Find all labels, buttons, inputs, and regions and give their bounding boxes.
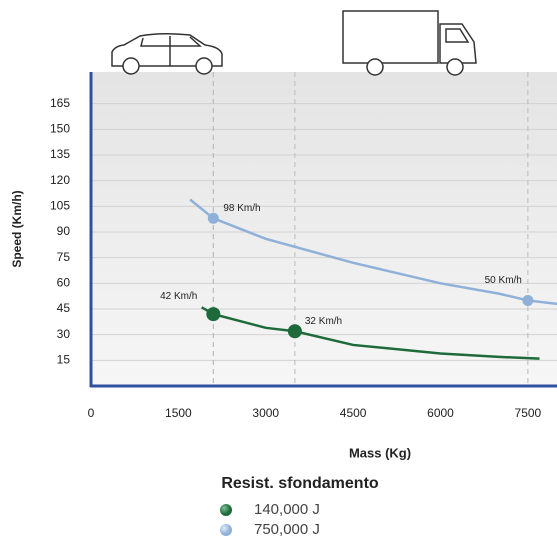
y-tick-label: 45 <box>57 301 71 315</box>
legend-marker <box>220 504 232 516</box>
plot-layer <box>91 72 557 386</box>
data-point <box>207 212 219 224</box>
truck-icon <box>342 10 477 76</box>
x-tick-label: 3000 <box>252 406 279 420</box>
value-label: 50 Km/h <box>485 275 522 286</box>
legend-marker <box>220 524 232 536</box>
car-icon <box>111 32 223 75</box>
y-tick-label: 75 <box>57 250 71 264</box>
y-tick-label: 105 <box>50 199 70 213</box>
y-tick-label: 120 <box>50 173 70 187</box>
legend-title: Resist. sfondamento <box>221 475 379 492</box>
x-tick-label: 7500 <box>515 406 542 420</box>
x-tick-label: 4500 <box>340 406 367 420</box>
y-tick-label: 165 <box>50 96 70 110</box>
series-line <box>201 306 540 360</box>
value-label: 98 Km/h <box>223 203 260 214</box>
x-tick-label: 0 <box>88 406 95 420</box>
data-point <box>287 324 302 339</box>
y-tick-label: 60 <box>57 276 71 290</box>
value-label: 32 Km/h <box>305 316 342 327</box>
x-axis-label: Mass (Kg) <box>349 445 411 460</box>
x-tick-label: 6000 <box>427 406 454 420</box>
data-point <box>522 294 534 306</box>
legend-label: 750,000 J <box>254 521 320 538</box>
y-axis-label: Speed (Km/h) <box>10 190 24 267</box>
x-tick-label: 1500 <box>165 406 192 420</box>
data-point <box>206 307 221 322</box>
legend-label: 140,000 J <box>254 501 320 518</box>
plot-area <box>91 72 557 386</box>
y-tick-label: 150 <box>50 122 70 136</box>
value-label: 42 Km/h <box>160 291 197 302</box>
y-tick-label: 15 <box>57 353 71 367</box>
y-tick-label: 30 <box>57 327 71 341</box>
y-tick-label: 90 <box>57 224 71 238</box>
y-tick-label: 135 <box>50 147 70 161</box>
